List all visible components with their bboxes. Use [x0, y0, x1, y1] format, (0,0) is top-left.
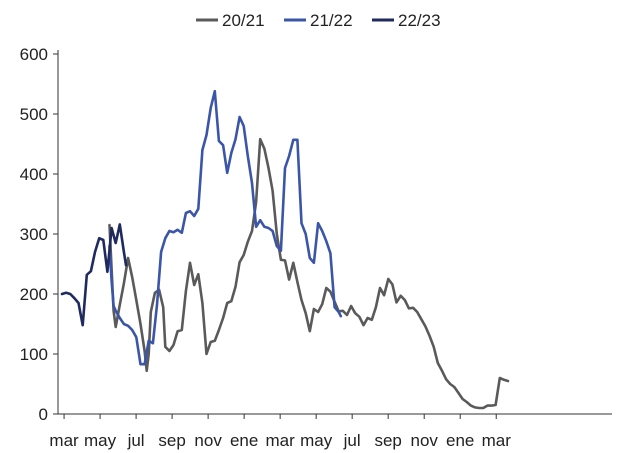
x-tick-label: nov — [410, 431, 438, 450]
x-tick-label: jul — [127, 431, 145, 450]
y-tick-label: 500 — [20, 105, 48, 124]
y-tick-label: 300 — [20, 225, 48, 244]
legend-item-21-22: 21/22 — [284, 11, 353, 30]
x-tick-label: nov — [194, 431, 222, 450]
y-tick-label: 100 — [20, 345, 48, 364]
legend-item-20-21: 20/21 — [196, 11, 265, 30]
legend: 20/21 21/22 22/23 — [196, 11, 441, 30]
x-tick-label: ene — [230, 431, 258, 450]
series-line-20-21 — [108, 137, 510, 410]
x-tick-label: mar — [266, 431, 296, 450]
y-tick-label: 400 — [20, 165, 48, 184]
x-tick-label: may — [300, 431, 333, 450]
y-tick-label: 600 — [20, 45, 48, 64]
x-tick-label: may — [84, 431, 117, 450]
x-tick-label: ene — [446, 431, 474, 450]
legend-item-22-23: 22/23 — [372, 11, 441, 30]
y-tick-label: 200 — [20, 285, 48, 304]
x-tick-label: sep — [158, 431, 185, 450]
series-lines — [60, 89, 510, 410]
x-tick-label: jul — [343, 431, 361, 450]
x-tick-label: mar — [482, 431, 512, 450]
legend-label: 22/23 — [398, 11, 441, 30]
x-tick-label: sep — [374, 431, 401, 450]
legend-label: 21/22 — [310, 11, 353, 30]
y-tick-label: 0 — [39, 405, 48, 424]
x-tick-label: mar — [49, 431, 79, 450]
legend-label: 20/21 — [222, 11, 265, 30]
series-line-21-22 — [108, 89, 343, 366]
series-line-22-23 — [60, 223, 128, 327]
